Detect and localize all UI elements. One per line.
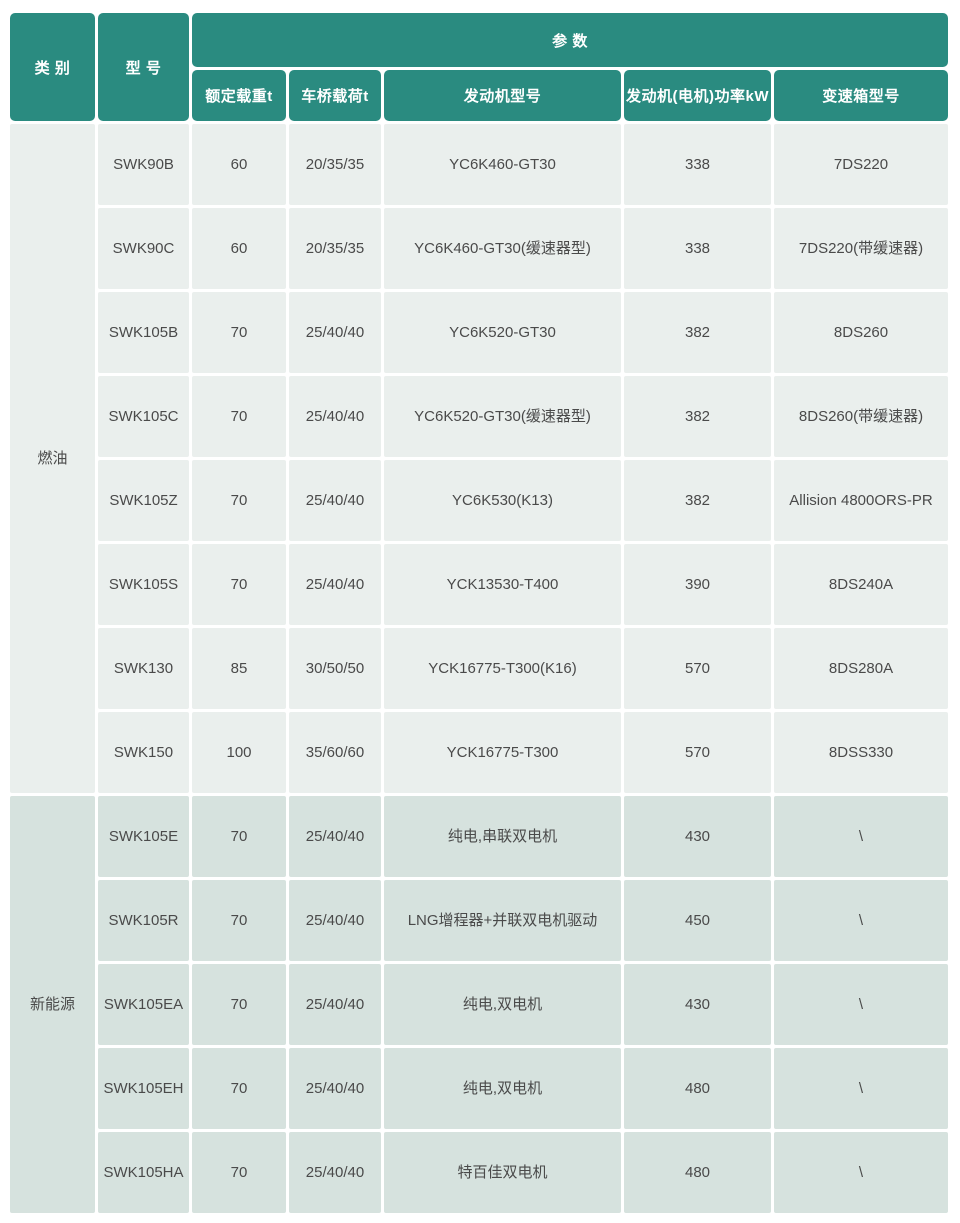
power-cell: 450 <box>624 880 771 961</box>
gearbox-cell: 8DS260(带缓速器) <box>774 376 948 457</box>
engine-model-cell: YC6K530(K13) <box>384 460 621 541</box>
category-header-cell: 类 别 <box>10 13 95 121</box>
model-cell: SWK105EA <box>98 964 189 1045</box>
axle-load-cell: 30/50/50 <box>289 628 381 709</box>
rated-load-cell: 60 <box>192 124 286 205</box>
model-cell: SWK105R <box>98 880 189 961</box>
model-cell: SWK150 <box>98 712 189 793</box>
model-cell: SWK105C <box>98 376 189 457</box>
power-cell: 338 <box>624 124 771 205</box>
engine-model-cell: 纯电,双电机 <box>384 964 621 1045</box>
gearbox-cell: Allision 4800ORS-PR <box>774 460 948 541</box>
rated-load-cell: 100 <box>192 712 286 793</box>
engine-model-cell: YC6K460-GT30 <box>384 124 621 205</box>
model-cell: SWK105EH <box>98 1048 189 1129</box>
axle-load-cell: 20/35/35 <box>289 124 381 205</box>
engine-model-cell: YC6K520-GT30(缓速器型) <box>384 376 621 457</box>
model-cell: SWK90C <box>98 208 189 289</box>
rated-load-cell: 70 <box>192 1048 286 1129</box>
engine-model-cell: YCK16775-T300(K16) <box>384 628 621 709</box>
category-cell-new-energy: 新能源 <box>10 796 95 1213</box>
subheader-rated-load: 额定载重t <box>192 70 286 121</box>
gearbox-cell: \ <box>774 880 948 961</box>
axle-load-cell: 25/40/40 <box>289 376 381 457</box>
power-cell: 430 <box>624 964 771 1045</box>
engine-model-cell: LNG增程器+并联双电机驱动 <box>384 880 621 961</box>
power-cell: 480 <box>624 1132 771 1213</box>
rated-load-cell: 70 <box>192 1132 286 1213</box>
rated-load-cell: 70 <box>192 292 286 373</box>
params-header-cell: 参 数 <box>192 13 948 67</box>
power-cell: 390 <box>624 544 771 625</box>
gearbox-cell: 8DS240A <box>774 544 948 625</box>
engine-model-cell: YC6K460-GT30(缓速器型) <box>384 208 621 289</box>
gearbox-cell: \ <box>774 1048 948 1129</box>
power-cell: 480 <box>624 1048 771 1129</box>
axle-load-cell: 25/40/40 <box>289 880 381 961</box>
rated-load-cell: 70 <box>192 544 286 625</box>
axle-load-cell: 20/35/35 <box>289 208 381 289</box>
rated-load-cell: 70 <box>192 460 286 541</box>
rated-load-cell: 85 <box>192 628 286 709</box>
subheader-engine-model: 发动机型号 <box>384 70 621 121</box>
power-cell: 382 <box>624 376 771 457</box>
power-cell: 382 <box>624 460 771 541</box>
engine-model-cell: YC6K520-GT30 <box>384 292 621 373</box>
spec-table: 类 别 型 号 参 数 额定载重t 车桥载荷t 发动机型号 发动机(电机)功率k… <box>10 13 948 1213</box>
model-cell: SWK130 <box>98 628 189 709</box>
axle-load-cell: 35/60/60 <box>289 712 381 793</box>
rated-load-cell: 70 <box>192 880 286 961</box>
gearbox-cell: 8DS280A <box>774 628 948 709</box>
axle-load-cell: 25/40/40 <box>289 292 381 373</box>
subheader-power: 发动机(电机)功率kW <box>624 70 771 121</box>
gearbox-cell: \ <box>774 1132 948 1213</box>
axle-load-cell: 25/40/40 <box>289 964 381 1045</box>
model-cell: SWK105S <box>98 544 189 625</box>
power-cell: 338 <box>624 208 771 289</box>
rated-load-cell: 60 <box>192 208 286 289</box>
model-cell: SWK105E <box>98 796 189 877</box>
engine-model-cell: YCK16775-T300 <box>384 712 621 793</box>
power-cell: 570 <box>624 712 771 793</box>
model-cell: SWK105B <box>98 292 189 373</box>
axle-load-cell: 25/40/40 <box>289 796 381 877</box>
engine-model-cell: YCK13530-T400 <box>384 544 621 625</box>
model-cell: SWK105Z <box>98 460 189 541</box>
subheader-axle-load: 车桥载荷t <box>289 70 381 121</box>
gearbox-cell: \ <box>774 796 948 877</box>
gearbox-cell: \ <box>774 964 948 1045</box>
engine-model-cell: 特百佳双电机 <box>384 1132 621 1213</box>
power-cell: 570 <box>624 628 771 709</box>
axle-load-cell: 25/40/40 <box>289 1048 381 1129</box>
rated-load-cell: 70 <box>192 376 286 457</box>
axle-load-cell: 25/40/40 <box>289 1132 381 1213</box>
category-cell-fuel: 燃油 <box>10 124 95 793</box>
rated-load-cell: 70 <box>192 964 286 1045</box>
rated-load-cell: 70 <box>192 796 286 877</box>
engine-model-cell: 纯电,串联双电机 <box>384 796 621 877</box>
model-cell: SWK90B <box>98 124 189 205</box>
gearbox-cell: 8DSS330 <box>774 712 948 793</box>
axle-load-cell: 25/40/40 <box>289 544 381 625</box>
axle-load-cell: 25/40/40 <box>289 460 381 541</box>
model-header-cell: 型 号 <box>98 13 189 121</box>
gearbox-cell: 7DS220 <box>774 124 948 205</box>
model-cell: SWK105HA <box>98 1132 189 1213</box>
subheader-gearbox: 变速箱型号 <box>774 70 948 121</box>
engine-model-cell: 纯电,双电机 <box>384 1048 621 1129</box>
power-cell: 382 <box>624 292 771 373</box>
gearbox-cell: 8DS260 <box>774 292 948 373</box>
gearbox-cell: 7DS220(带缓速器) <box>774 208 948 289</box>
power-cell: 430 <box>624 796 771 877</box>
